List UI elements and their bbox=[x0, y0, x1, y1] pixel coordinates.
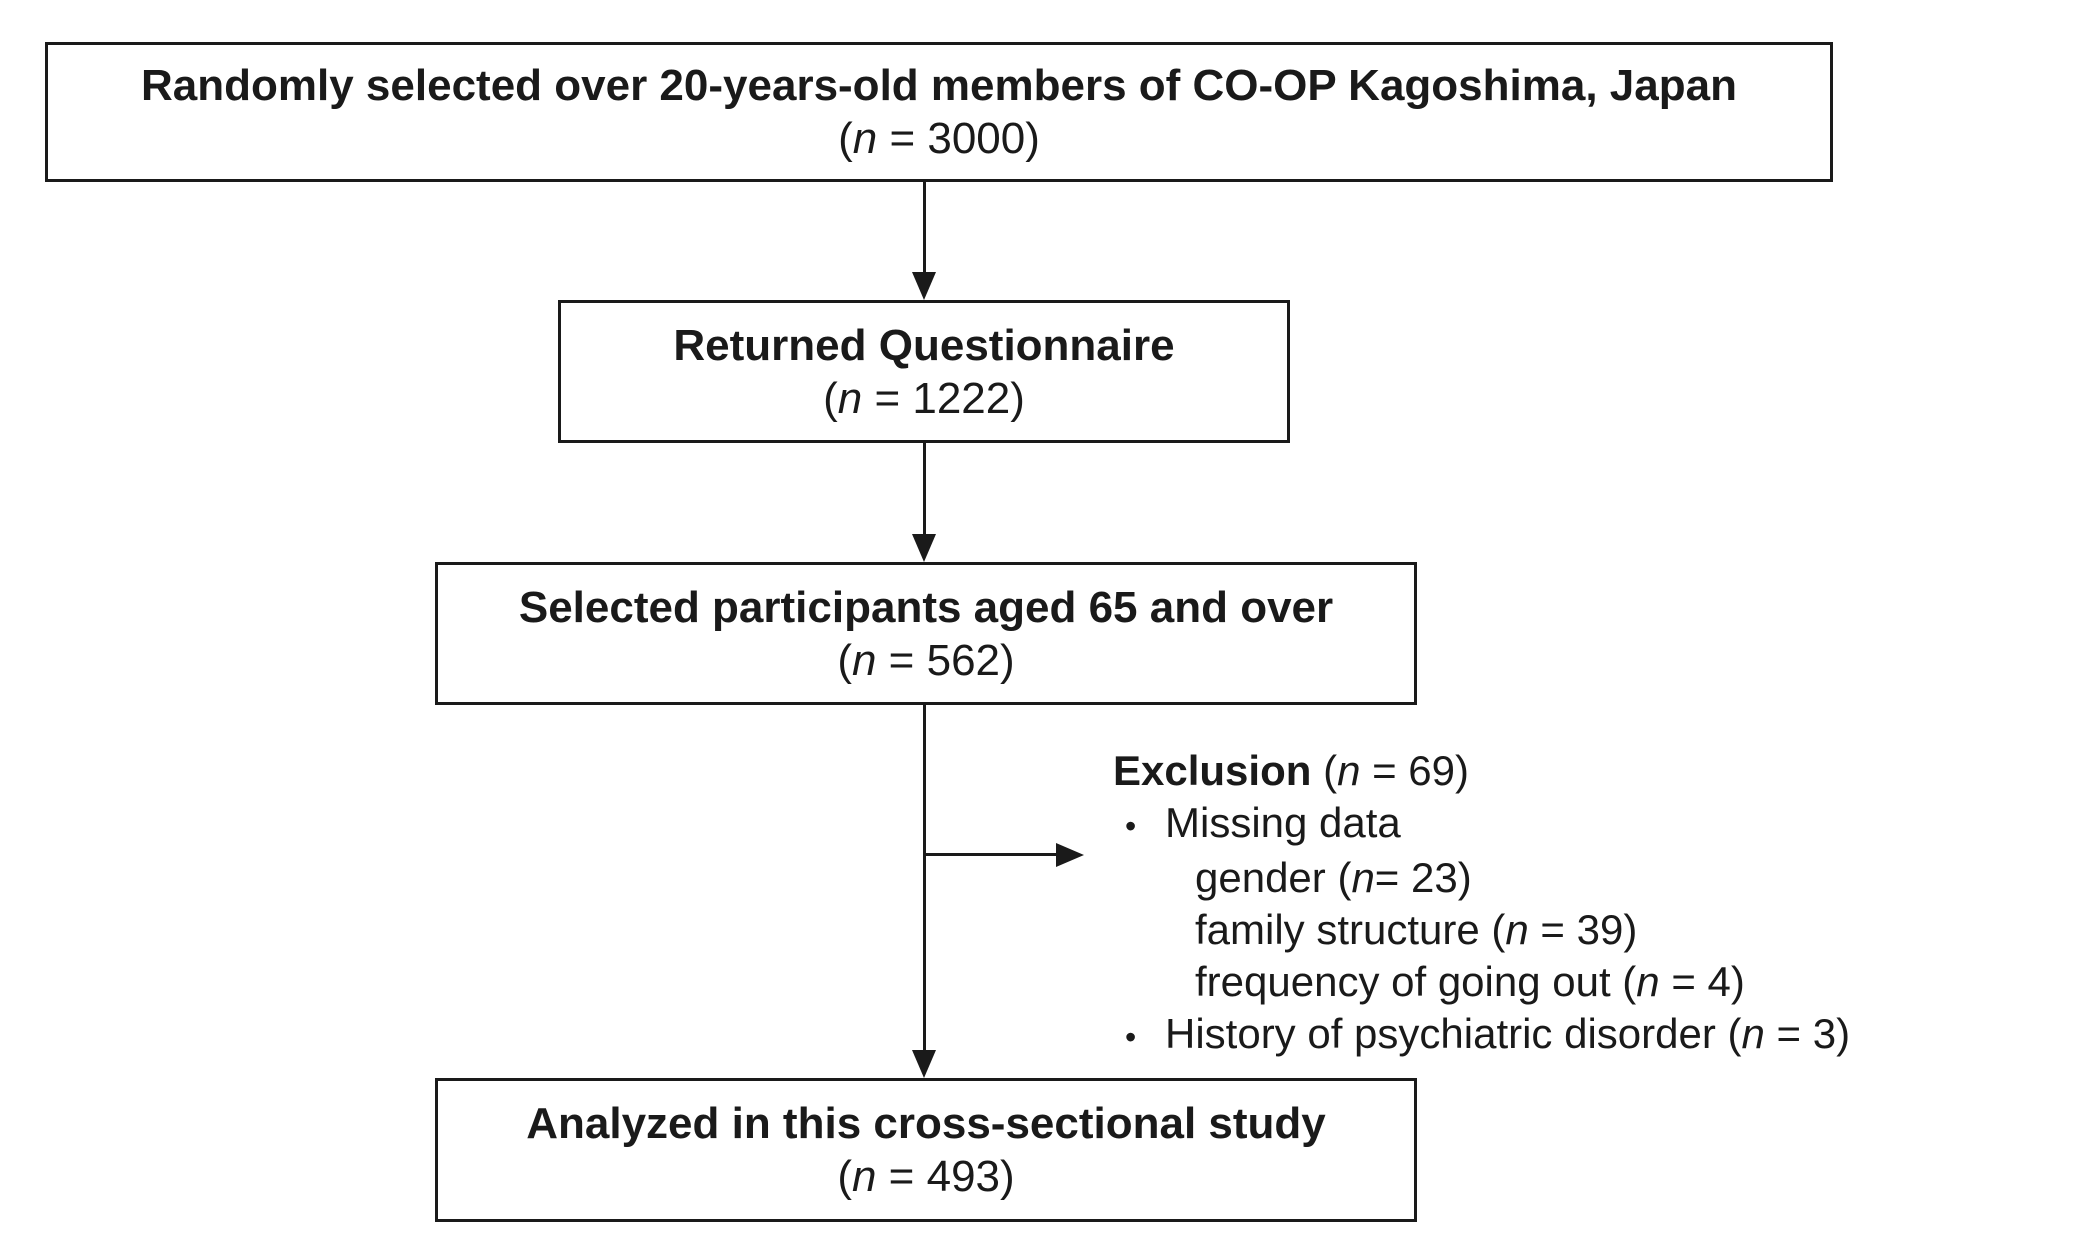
arrowhead-down-icon bbox=[912, 272, 936, 300]
n-value: = 3) bbox=[1764, 1010, 1851, 1057]
box-selected-title: Selected participants aged 65 and over bbox=[518, 582, 1334, 632]
paren-open: ( bbox=[823, 373, 838, 423]
box-population: Randomly selected over 20-years-old memb… bbox=[45, 42, 1833, 182]
n-variable: n bbox=[1351, 854, 1375, 901]
box-analyzed-sample-size: (n = 493) bbox=[837, 1150, 1014, 1203]
paren-open: ( bbox=[837, 635, 852, 685]
connector-line-2 bbox=[923, 443, 926, 534]
n-value: = 1222) bbox=[862, 373, 1025, 423]
exclusion-branch-line bbox=[925, 853, 1056, 856]
bullet-icon: • bbox=[1125, 808, 1137, 844]
exclusion-heading-label: Exclusion bbox=[1113, 747, 1312, 794]
n-variable: n bbox=[851, 1152, 877, 1201]
paren-open: ( bbox=[1311, 747, 1338, 794]
exclusion-item-label: Missing data bbox=[1165, 799, 1401, 846]
box-selected-sample-size: (n = 562) bbox=[837, 634, 1014, 687]
box-selected-aged-65: Selected participants aged 65 and over (… bbox=[435, 562, 1417, 705]
n-value: = 39) bbox=[1528, 906, 1638, 953]
n-variable: n bbox=[851, 635, 877, 685]
exclusion-item-family-structure: family structure (n = 39) bbox=[1113, 904, 1850, 956]
arrowhead-down-icon bbox=[912, 534, 936, 562]
box-population-title: Randomly selected over 20-years-old memb… bbox=[141, 61, 1737, 110]
n-value: = 562) bbox=[876, 635, 1015, 685]
exclusion-item-label: family structure ( bbox=[1195, 906, 1506, 953]
n-variable: n bbox=[852, 114, 878, 163]
box-returned-questionnaire: Returned Questionnaire (n = 1222) bbox=[558, 300, 1290, 443]
n-variable: n bbox=[1505, 906, 1529, 953]
exclusion-item-gender: gender (n= 23) bbox=[1113, 852, 1850, 904]
exclusion-heading: Exclusion (n = 69) bbox=[1113, 745, 1850, 797]
box-returned-sample-size: (n = 1222) bbox=[823, 372, 1025, 425]
exclusion-item-label: frequency of going out ( bbox=[1195, 958, 1637, 1005]
paren-open: ( bbox=[837, 1152, 852, 1201]
n-variable: n bbox=[1636, 958, 1660, 1005]
exclusion-item-label: History of psychiatric disorder (n = 3) bbox=[1165, 1008, 1850, 1060]
n-value: = 493) bbox=[876, 1152, 1015, 1201]
n-value: = 69) bbox=[1360, 747, 1469, 794]
box-analyzed: Analyzed in this cross-sectional study (… bbox=[435, 1078, 1417, 1222]
n-value: = 23) bbox=[1374, 854, 1472, 901]
n-value: = 3000) bbox=[877, 114, 1040, 163]
connector-line-1 bbox=[923, 182, 926, 274]
bullet-icon: • bbox=[1125, 1019, 1137, 1055]
n-variable: n bbox=[1337, 747, 1361, 794]
n-variable: n bbox=[1741, 1010, 1765, 1057]
arrowhead-right-icon bbox=[1056, 843, 1084, 867]
box-returned-title: Returned Questionnaire bbox=[673, 320, 1175, 370]
arrowhead-down-icon bbox=[912, 1050, 936, 1078]
connector-line-3 bbox=[923, 705, 926, 1050]
exclusion-item-text: History of psychiatric disorder ( bbox=[1165, 1010, 1742, 1057]
exclusion-item-missing-data: • Missing data bbox=[1113, 797, 1850, 852]
exclusion-note: Exclusion (n = 69) • Missing data gender… bbox=[1113, 745, 1850, 1063]
n-variable: n bbox=[837, 373, 863, 423]
exclusion-item-frequency-going-out: frequency of going out (n = 4) bbox=[1113, 956, 1850, 1008]
paren-open: ( bbox=[838, 114, 853, 163]
box-analyzed-title: Analyzed in this cross-sectional study bbox=[526, 1099, 1326, 1148]
box-population-sample-size: (n = 3000) bbox=[838, 112, 1040, 165]
exclusion-item-psychiatric-disorder: • History of psychiatric disorder (n = 3… bbox=[1113, 1008, 1850, 1063]
exclusion-item-label: gender ( bbox=[1195, 854, 1352, 901]
n-value: = 4) bbox=[1659, 958, 1745, 1005]
